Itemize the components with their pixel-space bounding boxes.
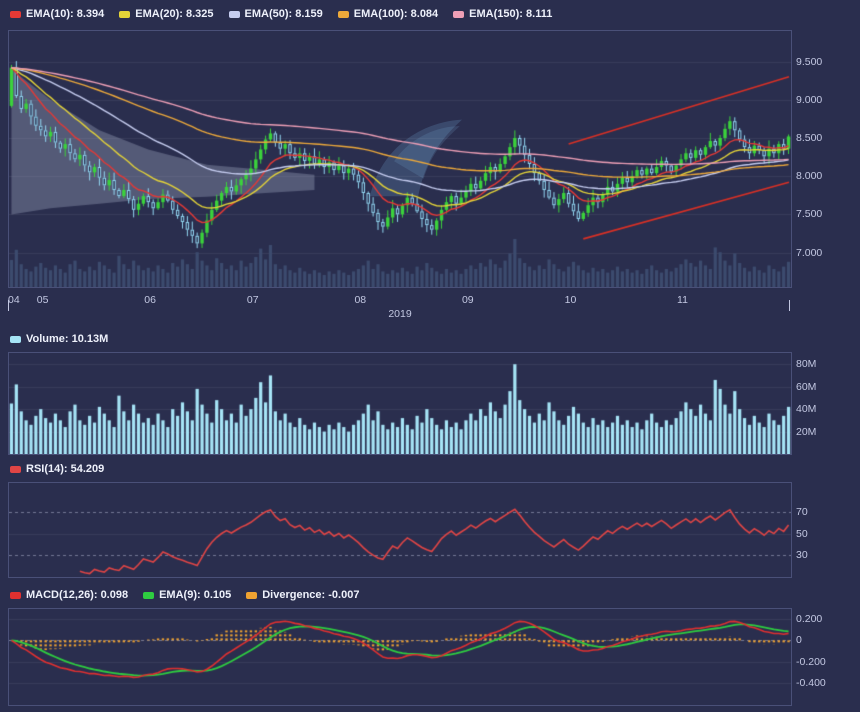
legend-item[interactable]: MACD(12,26): 0.098 [10, 589, 128, 601]
rsi-legend: RSI(14): 54.209 [10, 461, 104, 477]
y-tick-label: 50 [796, 527, 808, 540]
legend-item[interactable]: EMA(150): 8.111 [453, 8, 552, 20]
y-tick-label: 9.000 [796, 93, 823, 106]
y-tick-label: 8.000 [796, 170, 823, 183]
y-tick-label: 20M [796, 425, 817, 438]
year-label: 2019 [388, 308, 412, 320]
legend-swatch-icon [228, 10, 240, 18]
x-tick-label: 09 [461, 294, 474, 306]
legend-item[interactable]: EMA(50): 8.159 [228, 8, 323, 20]
y-tick-label: -0.400 [796, 677, 826, 690]
legend-item[interactable]: EMA(9): 0.105 [143, 589, 231, 601]
legend-item[interactable]: Divergence: -0.007 [246, 589, 359, 601]
volume-panel [8, 352, 792, 455]
rsi-panel [8, 482, 792, 578]
legend-item[interactable]: RSI(14): 54.209 [10, 463, 104, 475]
x-tick-label: 06 [144, 294, 156, 306]
macd-legend: MACD(12,26): 0.098 EMA(9): 0.105 Divergenc… [10, 587, 359, 603]
y-tick-label: 30 [796, 549, 808, 562]
x-tick-label: 07 [246, 294, 259, 306]
legend-item[interactable]: EMA(20): 8.325 [119, 8, 214, 20]
macd-canvas[interactable] [9, 609, 791, 705]
legend-item[interactable]: Volume: 10.13M [10, 333, 108, 345]
macd-axis[interactable]: 0.200 0 -0.200 -0.400 [796, 608, 856, 706]
legend-swatch-icon [453, 10, 465, 18]
legend-text: RSI(14): 54.209 [26, 463, 105, 475]
volume-canvas[interactable] [9, 353, 791, 454]
main-chart-panel [8, 30, 792, 288]
legend-text: EMA(50): 8.159 [244, 8, 323, 20]
time-axis-end-tick [789, 300, 790, 311]
legend-text: Divergence: -0.007 [262, 589, 360, 601]
rsi-canvas[interactable] [9, 483, 791, 577]
legend-text: EMA(10): 8.394 [26, 8, 105, 20]
x-tick-label: 10 [564, 294, 577, 306]
legend-swatch-icon [246, 591, 258, 599]
y-tick-label: 8.500 [796, 131, 823, 144]
y-tick-label: 0 [796, 634, 802, 647]
legend-swatch-icon [337, 10, 349, 18]
legend-swatch-icon [10, 335, 21, 343]
y-tick-label: 9.500 [796, 55, 823, 68]
time-axis-start-tick [8, 300, 9, 311]
rsi-axis[interactable]: 70 50 30 [796, 482, 856, 578]
y-tick-label: 40M [796, 403, 817, 416]
legend-swatch-icon [10, 465, 21, 473]
legend-text: EMA(150): 8.111 [469, 8, 553, 20]
time-axis[interactable]: 2019 04 05 06 07 08 09 10 11 [8, 288, 792, 322]
volume-legend: Volume: 10.13M [10, 331, 108, 347]
main-price-axis[interactable]: 9.500 9.000 8.500 8.000 7.500 7.000 [796, 30, 856, 288]
x-tick-label: 08 [354, 294, 367, 306]
y-tick-label: 7.500 [796, 208, 823, 221]
y-tick-label: 7.000 [796, 246, 823, 259]
legend-item[interactable]: EMA(100): 8.084 [337, 8, 439, 20]
y-tick-label: 0.200 [796, 612, 823, 625]
y-tick-label: 60M [796, 380, 817, 393]
legend-swatch-icon [10, 10, 21, 18]
legend-text: EMA(100): 8.084 [353, 8, 439, 20]
main-chart-canvas[interactable] [9, 31, 791, 287]
main-chart-legend: EMA(10): 8.394 EMA(20): 8.325 EMA(50): 8.1… [10, 6, 552, 22]
legend-swatch-icon [143, 591, 155, 599]
legend-text: EMA(20): 8.325 [135, 8, 214, 20]
legend-text: MACD(12,26): 0.098 [26, 589, 129, 601]
x-tick-label: 11 [677, 294, 688, 306]
legend-swatch-icon [119, 10, 131, 18]
y-tick-label: 70 [796, 506, 808, 519]
x-tick-label: 04 [8, 294, 20, 306]
macd-panel [8, 608, 792, 706]
x-tick-label: 05 [36, 294, 49, 306]
y-tick-label: 80M [796, 358, 817, 371]
legend-item[interactable]: EMA(10): 8.394 [10, 8, 104, 20]
legend-text: Volume: 10.13M [26, 333, 109, 345]
legend-swatch-icon [10, 591, 21, 599]
legend-text: EMA(9): 0.105 [159, 589, 232, 601]
volume-axis[interactable]: 80M 60M 40M 20M [796, 352, 856, 455]
y-tick-label: -0.200 [796, 655, 826, 668]
